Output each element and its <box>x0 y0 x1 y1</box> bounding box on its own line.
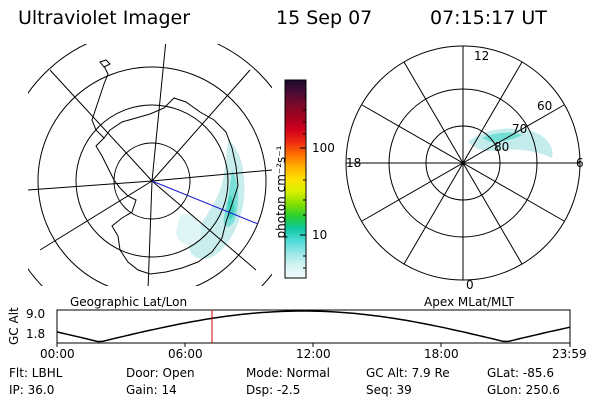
altitude-ytick-9: 9.0 <box>26 307 46 321</box>
glat-status: GLat: -85.6 <box>487 366 554 380</box>
apex-mlat-mlt-map <box>345 45 581 281</box>
colorbar-tick-10: 10 <box>312 228 328 242</box>
altitude-xtick-2359: 23:59 <box>552 347 587 361</box>
glon-status: GLon: 250.6 <box>487 383 560 397</box>
mlt-label-18: 18 <box>346 156 362 170</box>
mlt-meridians <box>346 46 580 280</box>
apex-panel-label: Apex MLat/MLT <box>424 295 514 309</box>
mode-status: Mode: Normal <box>246 366 330 380</box>
colorbar <box>284 79 307 279</box>
ip-status: IP: 36.0 <box>9 383 55 397</box>
time-label: 07:15:17 UT <box>430 7 547 29</box>
geographic-map <box>28 44 272 286</box>
mlat-label-60: 60 <box>537 99 553 113</box>
date-label: 15 Sep 07 <box>276 7 373 29</box>
mlt-label-12: 12 <box>474 49 490 63</box>
mlat-label-70: 70 <box>512 122 528 136</box>
altitude-x-ticks <box>56 343 571 347</box>
altitude-xtick-0000: 00:00 <box>40 347 75 361</box>
door-status: Door: Open <box>126 366 195 380</box>
colorbar-tick-100: 100 <box>312 141 335 155</box>
dsp-status: Dsp: -2.5 <box>246 383 301 397</box>
colorbar-unit-label: photon cm⁻²s⁻¹ <box>274 145 288 239</box>
altitude-xtick-0600: 06:00 <box>168 347 203 361</box>
altitude-ytick-1-8: 1.8 <box>26 327 46 341</box>
aurora-emission-geo <box>176 140 245 259</box>
seq-status: Seq: 39 <box>366 383 412 397</box>
instrument-title: Ultraviolet Imager <box>18 7 191 29</box>
altitude-ylabel: GC Alt <box>7 307 21 345</box>
colorbar-ticks <box>300 95 306 269</box>
mlt-label-6: 6 <box>576 156 584 170</box>
gain-status: Gain: 14 <box>126 383 177 397</box>
altitude-curve <box>56 310 571 343</box>
gc-alt-status: GC Alt: 7.9 Re <box>366 366 450 380</box>
filter-status: Flt: LBHL <box>9 366 63 380</box>
meridians <box>28 44 272 286</box>
mlat-label-80: 80 <box>494 140 510 154</box>
altitude-xtick-1200: 12:00 <box>296 347 331 361</box>
terminator-line <box>151 180 259 225</box>
altitude-xtick-1800: 18:00 <box>424 347 459 361</box>
antarctica-outline <box>95 97 239 275</box>
geographic-panel-label: Geographic Lat/Lon <box>70 295 188 309</box>
altitude-plot <box>56 309 571 347</box>
lat-circles <box>28 44 272 286</box>
mlt-label-0: 0 <box>466 278 474 292</box>
island-outline <box>99 59 111 68</box>
